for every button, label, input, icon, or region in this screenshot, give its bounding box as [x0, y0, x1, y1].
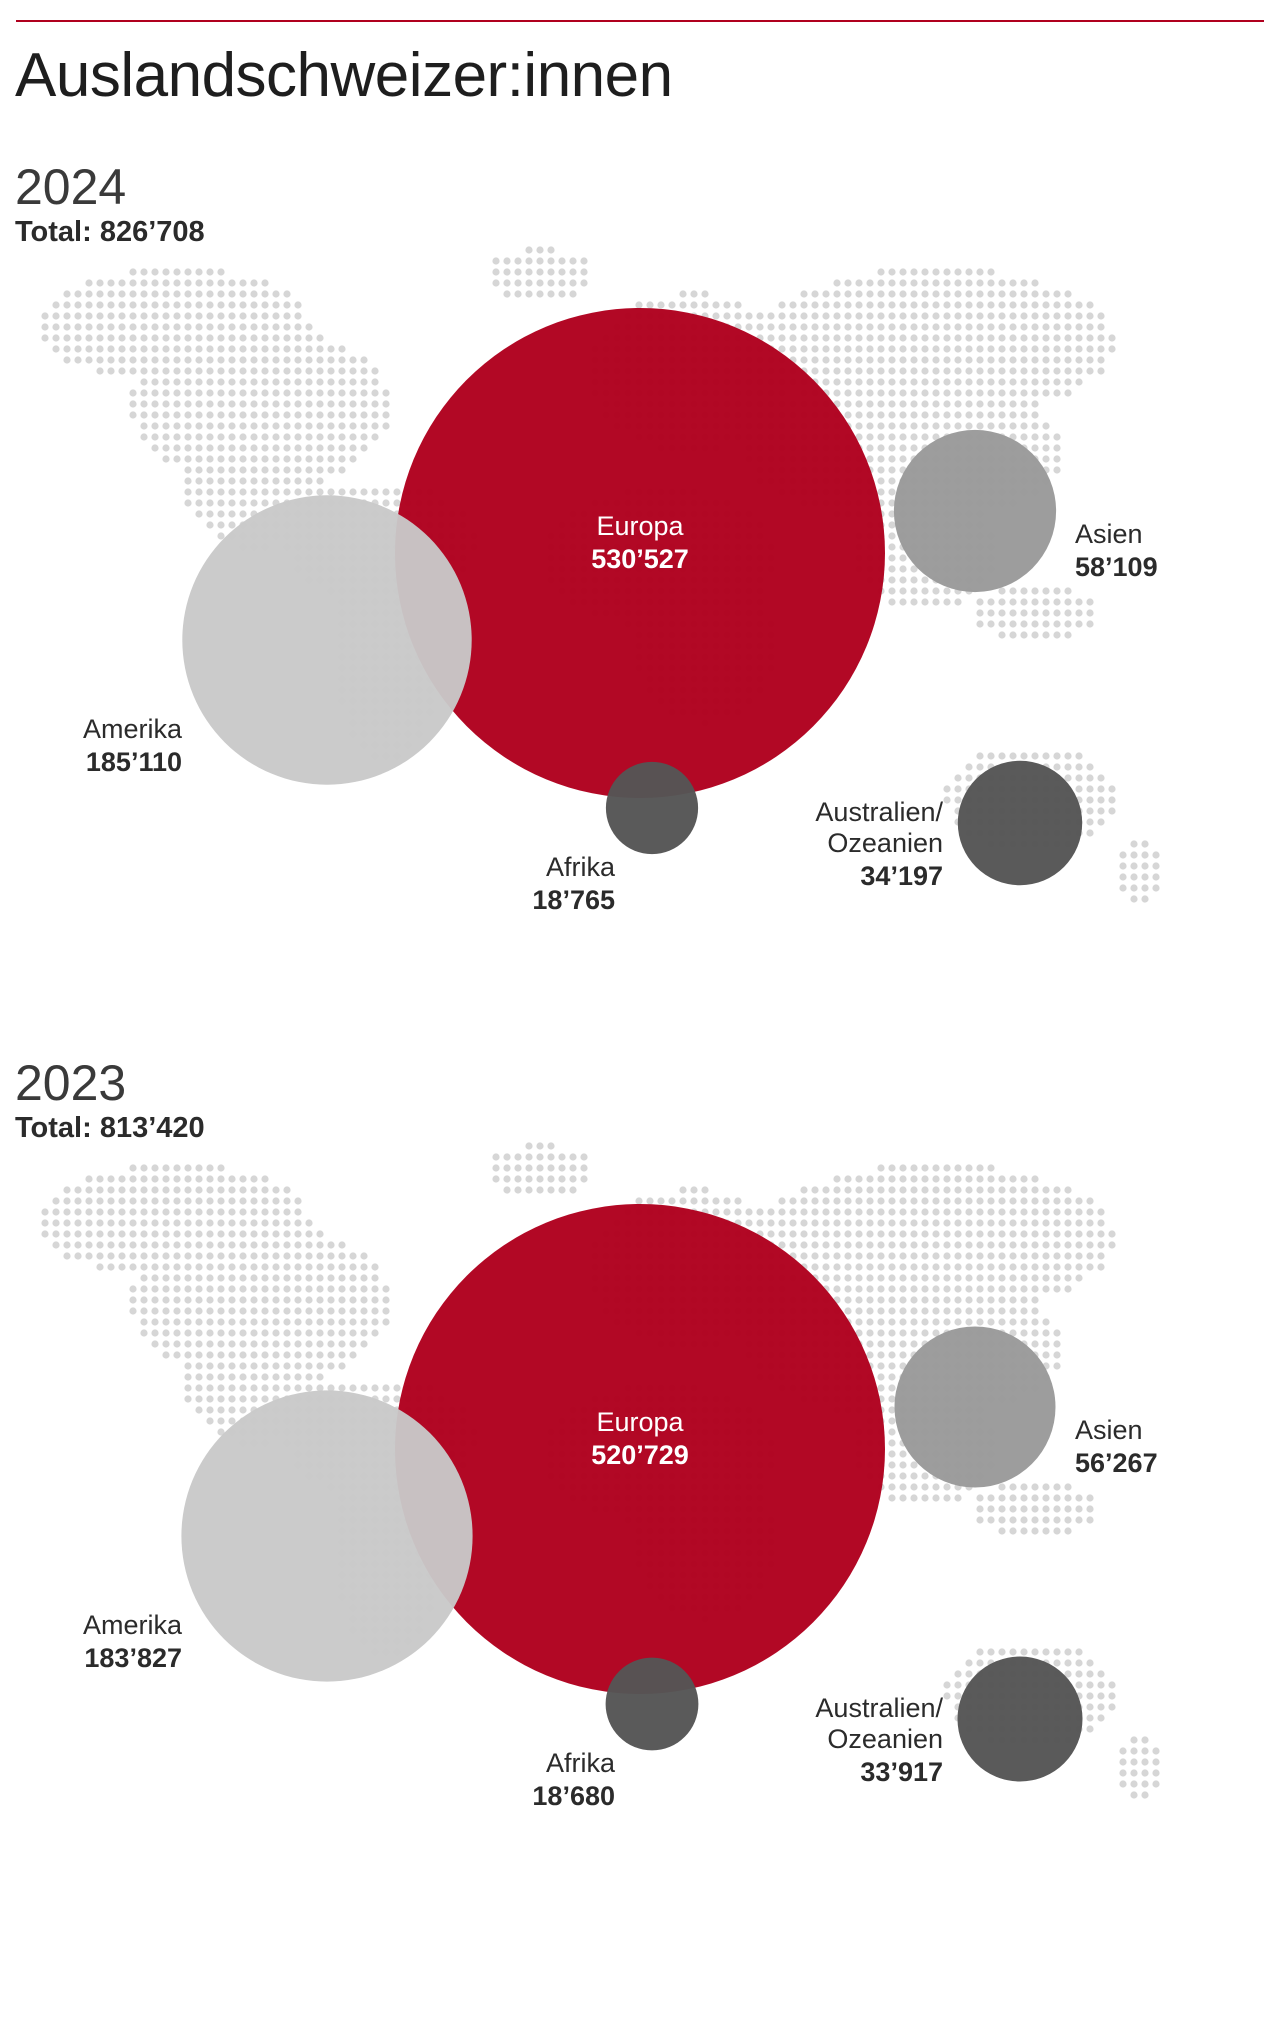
year-heading: 2023	[15, 1055, 127, 1111]
total-value: 826’708	[99, 216, 205, 248]
page-title: Auslandschweizer:innen	[15, 41, 673, 110]
bubble-oceania	[957, 1656, 1083, 1782]
bubble-america	[181, 1390, 473, 1682]
region-label-america: Amerika	[83, 1610, 183, 1640]
total-prefix: Total:	[15, 216, 92, 248]
bubble-america	[182, 495, 472, 785]
bubble-asia	[893, 429, 1057, 593]
region-value-oceania: 33’917	[860, 1757, 943, 1787]
region-label-oceania: Ozeanien	[827, 1724, 943, 1754]
total-prefix: Total:	[15, 1112, 92, 1144]
bubble-asia	[894, 1326, 1056, 1488]
region-label-europe: Europa	[596, 1407, 684, 1437]
region-label-africa: Afrika	[546, 1748, 616, 1778]
bubble-africa	[605, 1657, 699, 1751]
region-label-oceania: Australien/	[815, 797, 943, 827]
bubble-europe	[395, 308, 885, 798]
region-value-oceania: 34’197	[860, 861, 943, 891]
region-label-america: Amerika	[83, 714, 183, 744]
top-rule	[16, 20, 1264, 22]
bubble-europe	[395, 1204, 885, 1694]
total-label: Total: 826’708	[15, 216, 205, 249]
region-value-africa: 18’680	[532, 1781, 615, 1811]
region-label-oceania: Ozeanien	[827, 828, 943, 858]
region-value-europe: 530’527	[591, 544, 689, 574]
bubble-africa	[605, 761, 699, 855]
year-heading: 2024	[15, 159, 127, 215]
chart-panel-2024: 2024 Total: 826’708 Europa 530’527 Amerika…	[0, 158, 1280, 1058]
region-label-oceania: Australien/	[815, 1693, 943, 1723]
region-label-asia: Asien	[1075, 1415, 1143, 1445]
region-value-asia: 56’267	[1075, 1448, 1158, 1478]
region-value-america: 185’110	[86, 747, 182, 777]
region-value-asia: 58’109	[1075, 552, 1158, 582]
total-label: Total: 813’420	[15, 1112, 205, 1145]
region-label-europe: Europa	[596, 511, 684, 541]
chart-panel-2023: 2023 Total: 813’420 Europa 520’729 Amerika…	[0, 1054, 1280, 1954]
region-label-asia: Asien	[1075, 519, 1143, 549]
region-label-africa: Afrika	[546, 852, 616, 882]
region-value-america: 183’827	[84, 1643, 182, 1673]
bubble-oceania	[957, 760, 1083, 886]
total-value: 813’420	[99, 1112, 205, 1144]
region-value-europe: 520’729	[591, 1440, 689, 1470]
region-value-africa: 18’765	[532, 885, 615, 915]
